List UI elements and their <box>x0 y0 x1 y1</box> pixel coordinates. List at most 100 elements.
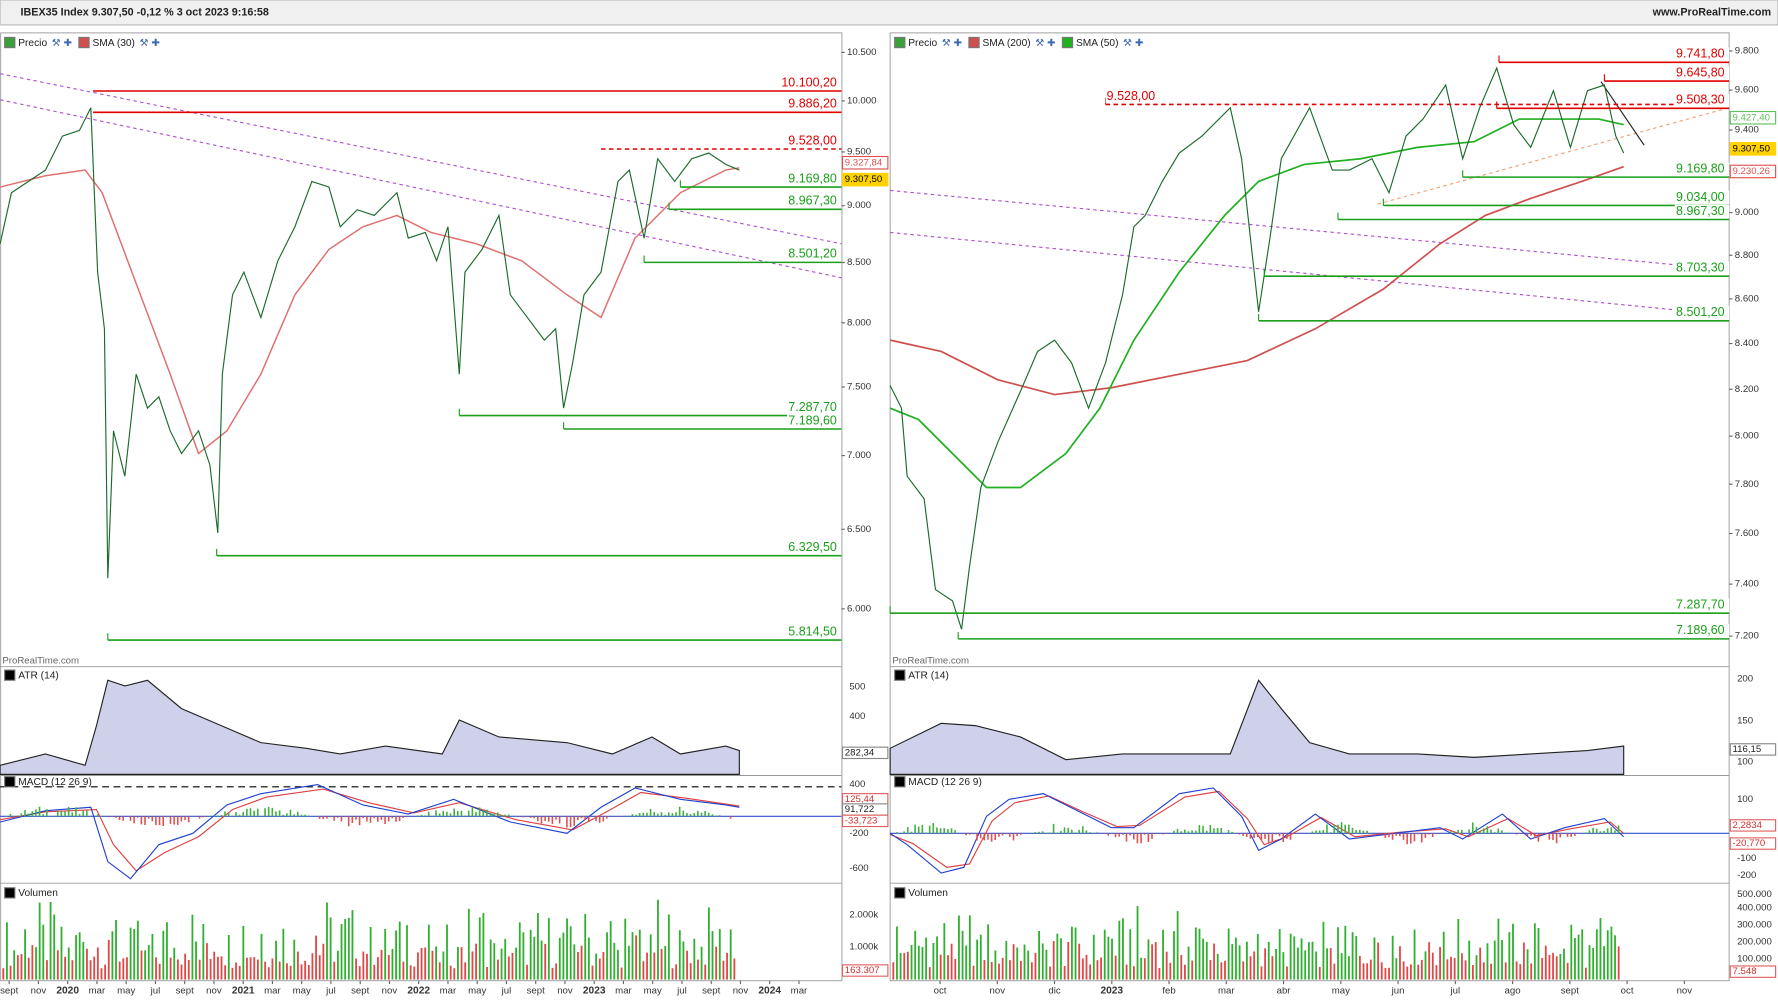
volume-bar <box>1515 961 1518 980</box>
macd-hist <box>453 808 455 817</box>
volume-bar <box>1136 906 1139 980</box>
volume-bar <box>1231 943 1234 980</box>
x-tick-label: sept <box>176 985 195 996</box>
volume-bar <box>1187 946 1190 980</box>
volume-bar <box>577 951 579 980</box>
macd-hist <box>635 814 637 817</box>
volume-bar <box>667 914 670 980</box>
header-site[interactable]: www.ProRealTime.com <box>1652 6 1771 18</box>
macd-hist <box>577 816 579 821</box>
macd-hist <box>606 816 608 819</box>
macd-hist <box>598 816 601 823</box>
volume-bar <box>624 918 627 980</box>
volume-bar <box>1358 955 1361 980</box>
macd-hist <box>442 810 445 817</box>
volume-bar <box>155 957 157 980</box>
volume-bar <box>1300 938 1303 980</box>
volume-bar <box>657 899 659 980</box>
volume-bar <box>1380 962 1383 980</box>
volume-bar <box>1373 937 1376 980</box>
macd-hist <box>1417 833 1419 835</box>
x-tick-label: feb <box>1162 985 1175 996</box>
volume-bar <box>1198 928 1201 980</box>
macd-hist <box>173 816 175 825</box>
macd-hist <box>202 816 205 818</box>
macd-hist <box>1497 828 1500 834</box>
macd-hist <box>166 816 168 818</box>
volume-bar <box>126 957 128 980</box>
volume-bar <box>442 951 445 980</box>
volume-bar <box>453 968 456 980</box>
volume-bar <box>1074 927 1077 980</box>
volume-bar <box>660 948 663 980</box>
macd-hist <box>1366 830 1368 834</box>
macd-hist <box>1519 833 1521 834</box>
macd-hist <box>373 816 375 819</box>
indicator-tag-label: 116,15 <box>1733 744 1762 755</box>
macd-hist <box>1081 826 1084 834</box>
macd-hist <box>1508 832 1511 834</box>
settings-icon[interactable]: ⚒ ✚ <box>1123 38 1144 49</box>
settings-icon[interactable]: ⚒ ✚ <box>942 38 963 49</box>
volume-bar <box>1563 948 1565 980</box>
macd-hist <box>467 810 470 817</box>
macd-hist <box>1475 826 1478 834</box>
volume-bar <box>587 937 590 980</box>
macd-hist <box>1231 831 1233 834</box>
settings-icon[interactable]: ⚒ ✚ <box>52 38 73 49</box>
settings-icon[interactable]: ⚒ ✚ <box>1035 38 1056 49</box>
volume-bar <box>1614 935 1616 980</box>
indicator-tag <box>841 964 889 977</box>
macd-hist <box>1318 830 1321 834</box>
macd-hist <box>657 813 659 817</box>
volume-bar <box>678 930 681 980</box>
volume-bar <box>1111 938 1113 980</box>
x-tick-label: jul <box>150 985 161 996</box>
macd-hist <box>24 810 26 817</box>
volume-bar <box>1038 930 1041 980</box>
x-tick-label: may <box>1332 985 1350 996</box>
macd-hist <box>1264 833 1266 839</box>
level-label-bg <box>1674 66 1730 80</box>
macd-hist <box>1617 825 1620 834</box>
y-tick-label: 9.600 <box>1735 85 1759 96</box>
volume-bar <box>664 945 667 980</box>
macd-hist <box>427 811 430 817</box>
volume-bar <box>1497 918 1500 980</box>
price-tag-label: 9.427,40 <box>1733 112 1770 123</box>
macd-hist <box>82 810 84 817</box>
x-tick-label: 2020 <box>56 986 79 997</box>
macd-hist <box>1537 833 1540 842</box>
macd-hist <box>1315 830 1317 834</box>
volume-bar <box>1129 929 1132 980</box>
macd-hist <box>689 814 692 817</box>
macd-hist <box>976 833 978 841</box>
y-tick-label: 7.400 <box>1735 579 1759 590</box>
atr-area <box>889 679 1625 775</box>
volume-bar <box>1016 947 1019 980</box>
macd-hist <box>1052 823 1055 834</box>
level-label: 9.169,80 <box>1676 161 1725 175</box>
volume-bar <box>16 955 19 980</box>
macd-hist <box>220 814 223 817</box>
macd-hist <box>1552 833 1554 841</box>
macd-hist <box>1074 832 1077 834</box>
macd-hist <box>376 816 379 822</box>
volume-bar <box>380 949 383 980</box>
macd-hist <box>144 816 146 826</box>
legend-box <box>1061 36 1074 49</box>
macd-hist <box>624 815 626 817</box>
macd-hist <box>537 816 539 822</box>
macd-hist <box>507 814 510 817</box>
macd-hist <box>1191 830 1193 834</box>
macd-hist <box>1209 824 1212 834</box>
volume-bar <box>315 935 317 980</box>
macd-hist <box>147 816 150 819</box>
macd-hist <box>417 815 419 817</box>
level-label: 9.886,20 <box>788 97 837 111</box>
x-tick-label: oct <box>934 985 947 996</box>
settings-icon[interactable]: ⚒ ✚ <box>139 38 160 49</box>
macd-hist <box>1504 832 1507 834</box>
volume-bar <box>1388 967 1390 980</box>
